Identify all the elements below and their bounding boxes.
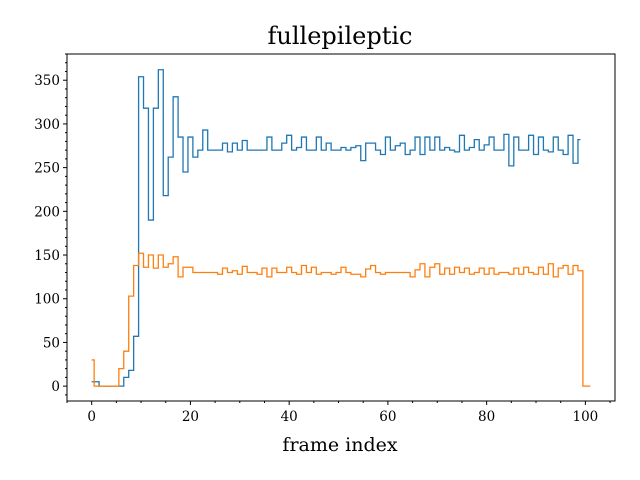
y-tick-label: 150 — [34, 248, 60, 264]
y-tick-label: 100 — [34, 292, 60, 308]
y-tick-label: 200 — [34, 204, 60, 220]
chart-title: fullepileptic — [268, 22, 413, 50]
x-tick-label: 80 — [478, 409, 495, 425]
plot-area: 0 20 40 60 80 100 0 50 100 150 200 250 300 350 — [34, 53, 616, 425]
y-tick-label: 0 — [51, 379, 60, 395]
series-2-line — [91, 252, 591, 387]
x-tick-label: 60 — [379, 409, 396, 425]
x-tick-label: 20 — [182, 409, 199, 425]
axes-frame — [66, 53, 616, 402]
series-1-line — [91, 69, 581, 387]
x-tick-label: 0 — [87, 409, 96, 425]
y-tick-label: 350 — [34, 73, 60, 89]
x-tick-label: 100 — [572, 409, 598, 425]
x-axis-label: frame index — [282, 434, 397, 456]
y-tick-label: 300 — [34, 117, 60, 133]
x-tick-label: 40 — [281, 409, 298, 425]
y-tick-label: 50 — [43, 335, 60, 351]
y-tick-label: 250 — [34, 161, 60, 177]
